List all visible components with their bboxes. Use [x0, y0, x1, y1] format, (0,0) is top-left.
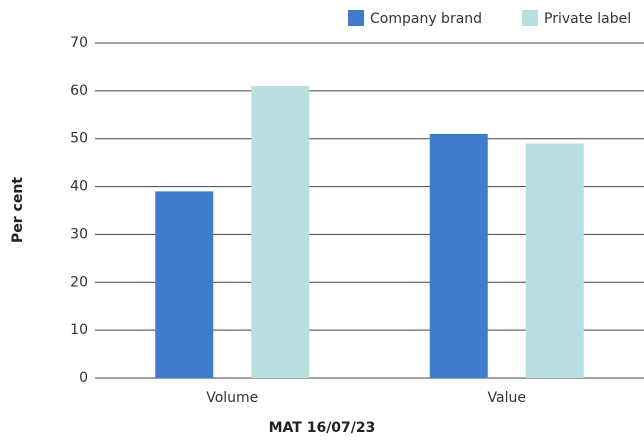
legend-label: Company brand [370, 11, 482, 27]
x-axis-title: MAT 16/07/23 [269, 420, 376, 436]
y-tick-label: 50 [70, 131, 88, 147]
bar [155, 191, 214, 378]
bar [525, 143, 584, 378]
y-axis-title: Per cent [10, 177, 26, 243]
y-tick-label: 0 [79, 370, 88, 386]
y-tick-label: 70 [70, 35, 88, 51]
bar [251, 86, 310, 379]
legend-swatch [348, 10, 364, 26]
bar [429, 133, 488, 378]
x-tick-label: Volume [206, 390, 258, 406]
y-tick-label: 30 [70, 226, 88, 242]
y-tick-label: 60 [70, 83, 88, 99]
legend-label: Private label [544, 11, 631, 27]
y-tick-label: 20 [70, 274, 88, 290]
y-tick-label: 40 [70, 179, 88, 195]
legend-swatch [522, 10, 538, 26]
x-tick-label: Value [488, 390, 526, 406]
y-tick-label: 10 [70, 322, 88, 338]
